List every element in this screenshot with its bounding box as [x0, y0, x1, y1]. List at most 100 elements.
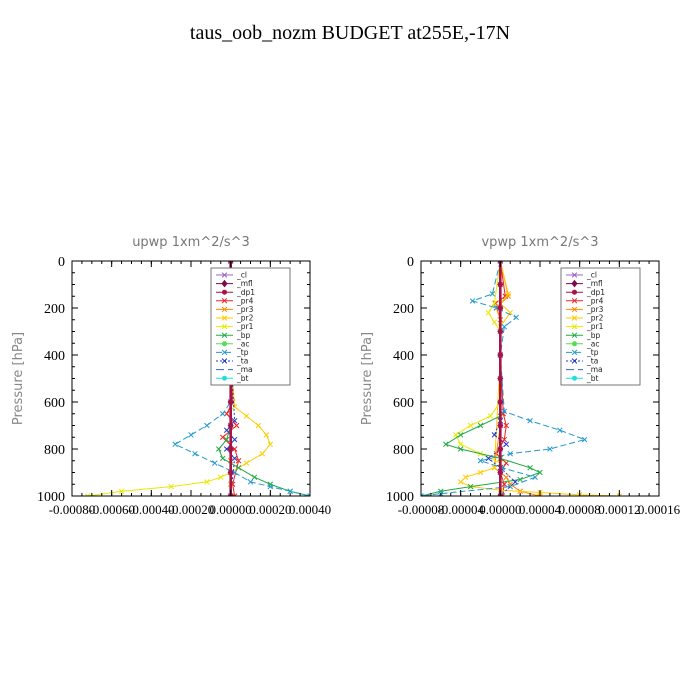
data-point-bp	[219, 455, 226, 462]
data-point-dp1	[497, 422, 503, 428]
legend-marker-pr1	[571, 323, 578, 330]
legend-marker-tp	[221, 349, 228, 356]
data-point-ta	[503, 441, 510, 448]
data-point-bp	[251, 474, 258, 480]
data-point-tp	[247, 479, 254, 485]
data-point-dp1	[497, 446, 503, 452]
data-point-tp	[547, 446, 553, 452]
data-point-bp	[527, 465, 533, 471]
series-group	[421, 261, 623, 496]
data-point-pr1	[491, 300, 498, 307]
data-point-pr1	[204, 479, 210, 485]
legend-label-ma: _ma	[586, 365, 603, 374]
y-tick-label: 1000	[37, 490, 65, 505]
data-point-pr2	[255, 422, 262, 429]
x-tick-label: -0.00008	[398, 502, 445, 517]
legend-marker-mfl	[221, 279, 228, 288]
legend-label-pr1: _pr1	[236, 322, 254, 331]
data-point-ta	[231, 455, 238, 462]
legend-marker-mfl	[571, 279, 578, 288]
panel-title: upwp 1xm^2/s^3	[132, 235, 250, 250]
legend-label-pr2: _pr2	[586, 314, 604, 323]
data-point-pr2	[243, 460, 250, 466]
legend-marker-bp	[221, 332, 228, 338]
page-title: taus_oob_nozm BUDGET at255E,-17N	[189, 22, 511, 44]
legend-marker-ac	[571, 341, 577, 347]
x-tick-label: -0.00004	[437, 502, 484, 517]
data-point-tp	[219, 410, 226, 417]
data-point-ta	[223, 427, 230, 433]
data-point-pr2	[267, 441, 274, 448]
data-point-pr2	[457, 479, 464, 485]
legend-label-pr1: _pr1	[586, 322, 604, 331]
y-tick-label: 200	[44, 302, 65, 317]
data-point-ta	[491, 432, 498, 438]
legend-marker-bp	[571, 332, 578, 338]
legend-label-bp: _bp	[586, 331, 601, 340]
data-point-pr1	[118, 488, 125, 495]
data-point-bp	[537, 469, 543, 476]
legend-label-pr2: _pr2	[236, 314, 254, 323]
panel-title: vpwp 1xm^2/s^3	[481, 235, 598, 250]
y-tick-label: 600	[393, 396, 414, 411]
legend-marker-ac	[222, 341, 228, 347]
data-point-tp	[557, 427, 563, 433]
data-point-pr3	[507, 481, 514, 488]
x-tick-label: 0.00016	[638, 502, 681, 517]
data-point-tp	[172, 441, 178, 448]
legend-label-cl: _cl	[586, 271, 597, 280]
legend-label-bt: _bt	[236, 374, 249, 383]
data-point-pr1	[217, 474, 224, 480]
legend-label-ma: _ma	[236, 365, 253, 374]
data-point-dp1	[228, 422, 234, 428]
x-tick-label: -0.00080	[49, 502, 96, 517]
x-tick-label: 0.00000	[210, 502, 252, 517]
data-point-pr1	[491, 319, 498, 325]
legend-marker-pr2	[221, 315, 228, 321]
data-point-pr4	[219, 434, 226, 441]
legend-marker-pr3	[221, 306, 228, 313]
legend-label-pr4: _pr4	[586, 296, 604, 305]
data-point-pr1	[467, 422, 474, 429]
data-point-pr1	[457, 441, 464, 448]
legend: _cl_mfl_dp1_pr4_pr3_pr2_pr1_bp_ac_tp_ta_…	[210, 267, 291, 386]
legend-marker-bt	[571, 375, 577, 381]
data-point-ta	[485, 455, 492, 462]
data-point-pr1	[85, 493, 91, 496]
data-point-dp1	[497, 375, 503, 381]
legend-marker-pr4	[221, 298, 228, 304]
data-point-bp	[438, 488, 444, 495]
series-line-ta	[487, 261, 516, 496]
data-point-pr2	[259, 450, 266, 457]
legend-label-pr4: _pr4	[236, 296, 254, 305]
data-point-bp	[443, 441, 449, 448]
legend-label-ta: _ta	[586, 357, 598, 366]
data-point-pr2	[616, 493, 623, 496]
legend-label-ac: _ac	[236, 339, 249, 348]
legend-marker-tp	[571, 349, 578, 356]
x-tick-label: -0.00020	[168, 502, 215, 517]
x-tick-label: 0.00020	[249, 502, 291, 517]
data-point-tp	[527, 418, 533, 424]
data-point-bp	[457, 432, 464, 438]
data-point-tp	[513, 314, 519, 321]
data-point-tp	[307, 493, 310, 496]
x-tick-label: -0.00040	[128, 502, 175, 517]
legend-marker-pr3	[571, 306, 578, 313]
data-point-tp	[501, 324, 508, 330]
legend-label-pr3: _pr3	[586, 305, 604, 314]
data-point-pr1	[485, 309, 492, 316]
data-point-tp	[204, 422, 210, 429]
data-point-pr4	[231, 493, 238, 496]
data-point-dp1	[497, 328, 503, 334]
data-point-dp1	[228, 446, 234, 452]
data-point-pr2	[263, 432, 270, 438]
y-tick-label: 400	[44, 349, 65, 364]
series-line-pr1	[87, 261, 232, 496]
y-tick-label: 200	[393, 302, 414, 317]
data-point-bp	[477, 422, 484, 429]
data-point-tp	[507, 450, 514, 457]
data-point-bp	[223, 436, 230, 443]
data-point-ta	[231, 436, 238, 443]
